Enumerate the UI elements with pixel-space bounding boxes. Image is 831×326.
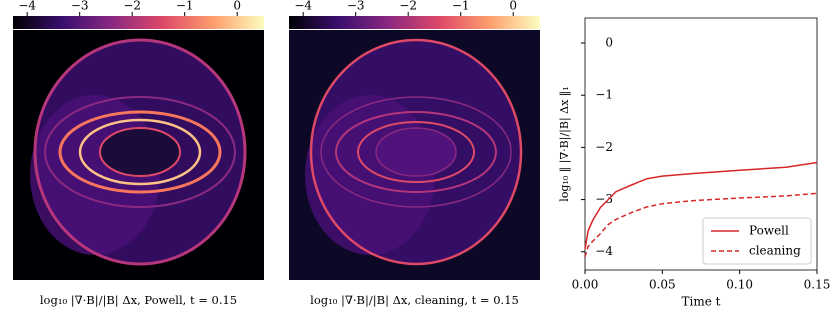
colorbar-tick-label: −4 <box>294 0 312 13</box>
colorbar-tick-label: −3 <box>71 0 89 13</box>
field-image <box>13 30 264 280</box>
x-tick-label: 0.00 <box>572 278 599 292</box>
y-tick-label: −4 <box>595 244 613 258</box>
colorbar <box>13 16 264 29</box>
colorbar-tick-label: −4 <box>18 0 36 13</box>
colorbar-tick-label: −3 <box>347 0 365 13</box>
y-tick-label: −2 <box>595 140 613 154</box>
y-tick-label: −3 <box>595 192 613 206</box>
x-tick-label: 0.10 <box>726 278 753 292</box>
y-tick-label: 0 <box>605 36 613 50</box>
colorbar-tick-label: −1 <box>176 0 194 13</box>
x-axis-label: Time t <box>682 295 721 309</box>
x-tick-label: 0.05 <box>649 278 676 292</box>
y-tick-label: −1 <box>595 88 613 102</box>
series-line <box>584 192 818 258</box>
colorbar-tick-label: −1 <box>452 0 470 13</box>
colorbar-tick-label: −2 <box>123 0 141 13</box>
x-tick-label: 0.15 <box>804 278 831 292</box>
caption: log₁₀ |∇·B|/|B| Δx, Powell, t = 0.15 <box>40 293 237 308</box>
y-axis-label: log₁₀ ‖ |∇·B|/|B| Δx ‖₁ <box>558 86 572 201</box>
legend-label: cleaning <box>749 244 801 258</box>
colorbar-tick-label: 0 <box>233 0 241 13</box>
field-image <box>289 30 540 280</box>
legend-box <box>702 217 812 265</box>
plot-frame <box>584 17 818 271</box>
caption: log₁₀ |∇·B|/|B| Δx, cleaning, t = 0.15 <box>310 293 519 308</box>
legend-label: Powell <box>749 224 789 238</box>
colorbar-tick-label: −2 <box>399 0 417 13</box>
colorbar-tick-label: 0 <box>509 0 517 13</box>
colorbar <box>289 16 540 29</box>
series-line <box>584 161 818 250</box>
